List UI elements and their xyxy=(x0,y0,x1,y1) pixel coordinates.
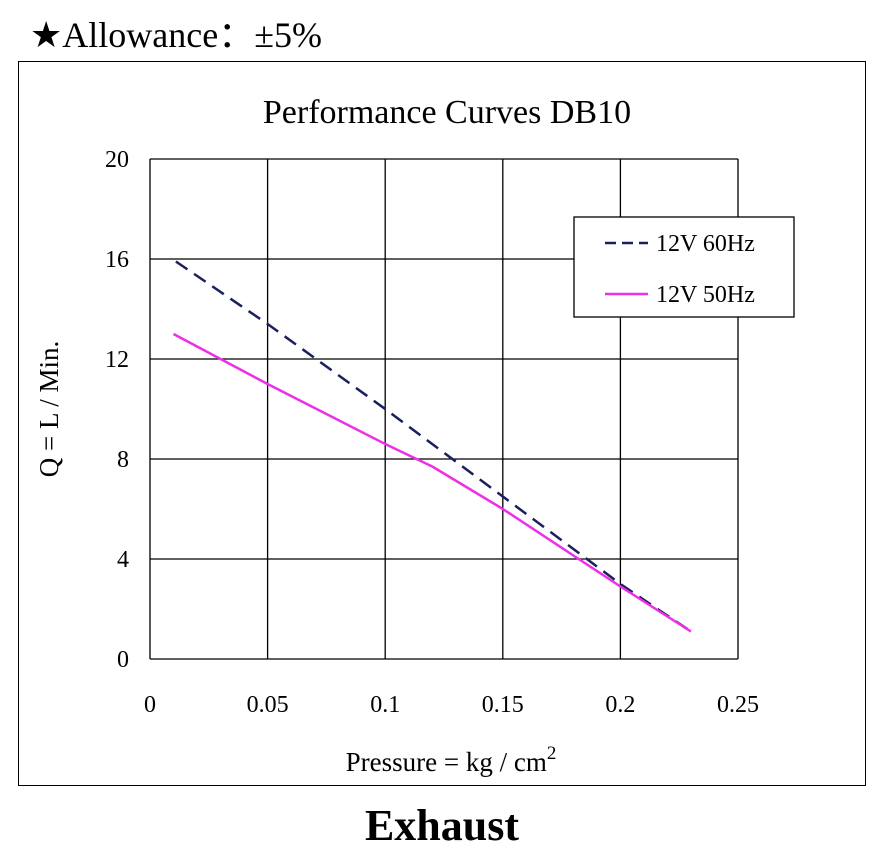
y-tick-label: 16 xyxy=(105,247,129,273)
chart-series xyxy=(172,260,692,633)
performance-chart: Performance Curves DB10 0 0.05 0.1 0.15 0.2 0… xyxy=(34,94,795,777)
y-tick-label: 8 xyxy=(117,447,129,473)
x-tick-label: 0 xyxy=(144,692,156,718)
x-tick-label: 0.05 xyxy=(247,692,289,718)
y-tick-label: 4 xyxy=(117,547,129,573)
series-line-60hz xyxy=(175,260,692,633)
x-tick-label: 0.25 xyxy=(717,692,759,718)
y-tick-label: 0 xyxy=(117,647,129,673)
chart-grid xyxy=(149,158,739,660)
legend-label: 12V 60Hz xyxy=(656,231,755,257)
chart-title: Performance Curves DB10 xyxy=(263,94,631,131)
chart-frame xyxy=(18,61,866,786)
chart-legend: 12V 60Hz 12V 50Hz xyxy=(573,216,795,318)
y-tick-label: 20 xyxy=(105,147,129,173)
y-axis-label: Q = L / Min. xyxy=(34,341,64,477)
x-axis-label-text: Pressure = kg / cm xyxy=(346,747,547,777)
exhaust-label: Exhaust xyxy=(364,801,520,850)
x-tick-label: 0.1 xyxy=(370,692,400,718)
legend-box xyxy=(573,216,795,318)
allowance-note: ★Allowance：±5% xyxy=(30,15,322,55)
axis-ticks: 0 0.05 0.1 0.15 0.2 0.25 0 4 8 12 16 20 xyxy=(105,147,759,718)
y-tick-label: 12 xyxy=(105,347,129,373)
x-axis-label: Pressure = kg / cm2 xyxy=(346,743,557,777)
x-tick-label: 0.2 xyxy=(605,692,635,718)
x-tick-label: 0.15 xyxy=(482,692,524,718)
legend-label: 12V 50Hz xyxy=(656,282,755,308)
x-axis-label-superscript: 2 xyxy=(547,743,557,764)
series-line-50hz xyxy=(172,332,692,633)
